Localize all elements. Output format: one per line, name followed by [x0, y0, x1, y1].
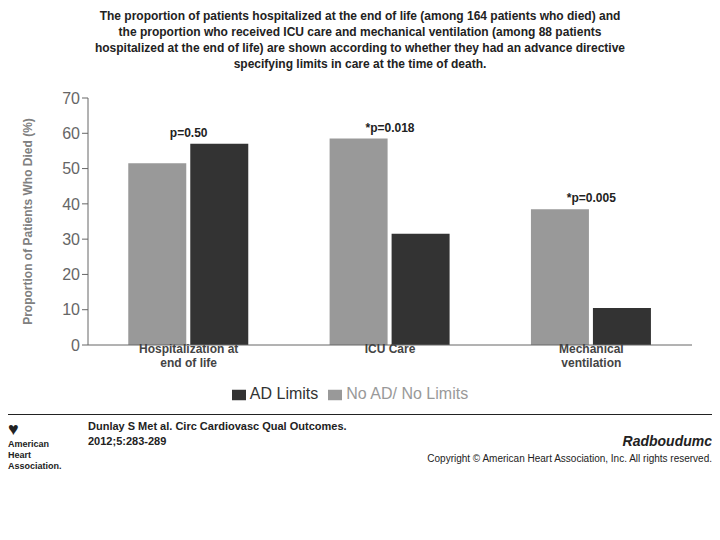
html-text:Copyright © American Heart Ass: Copyright © American Heart Association, … [427, 453, 712, 464]
html-text:American Heart Association.: American Heart Association. [8, 439, 62, 471]
svg-text:20: 20 [62, 266, 80, 283]
html-text:No AD/ No Limits: No AD/ No Limits [346, 385, 469, 402]
svg-text:ICU Care: ICU Care [365, 342, 416, 356]
svg-text:*p=0.005: *p=0.005 [567, 191, 616, 205]
svg-text:Proportion of Patients Who Die: Proportion of Patients Who Died (%) [21, 118, 35, 325]
html-text:2012;5:283-289: 2012;5:283-289 [88, 435, 167, 447]
svg-text:0: 0 [71, 337, 80, 354]
html-text:The proportion of patients hos: The proportion of patients hospitalized … [94, 9, 625, 71]
svg-text:40: 40 [62, 196, 80, 213]
svg-text:Hospitalization atend of life: Hospitalization atend of life [139, 342, 238, 370]
html-text:AD Limits: AD Limits [249, 385, 319, 402]
svg-text:70: 70 [62, 90, 80, 107]
svg-text:p=0.50: p=0.50 [170, 126, 208, 140]
svg-text:Mechanicalventilation: Mechanicalventilation [559, 342, 624, 370]
svg-text:60: 60 [62, 125, 80, 142]
svg-text:50: 50 [62, 160, 80, 177]
svg-text:10: 10 [62, 301, 80, 318]
html-text:Dunlay S Met al. Circ Cardiova: Dunlay S Met al. Circ Cardiovasc Qual Ou… [88, 420, 347, 432]
svg-text:*p=0.018: *p=0.018 [365, 121, 414, 135]
html-text:Radboudumc: Radboudumc [622, 433, 712, 449]
svg-text:30: 30 [62, 231, 80, 248]
